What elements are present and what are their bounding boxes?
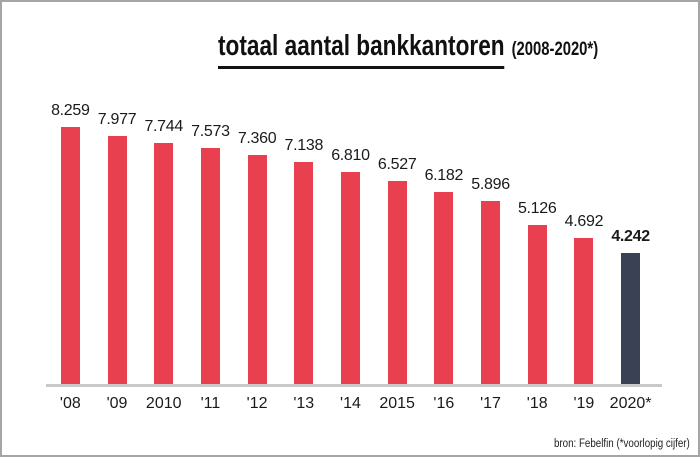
- bar: [294, 162, 314, 385]
- chart-title-block: totaal aantal bankkantoren (2008-2020*): [218, 30, 599, 69]
- bar-value-label: 5.126: [517, 199, 557, 217]
- bar: [527, 224, 547, 385]
- x-axis-label: '11: [200, 395, 221, 412]
- bar: [574, 238, 594, 385]
- bar-column: 4.242: [607, 227, 654, 385]
- bar-value-label: 6.810: [331, 147, 370, 165]
- bar-value-label: 6.527: [377, 156, 417, 174]
- x-axis-label: '18: [526, 395, 548, 412]
- chart-title: totaal aantal bankkantoren: [218, 30, 505, 69]
- bars-container: 8.259 7.977 7.744 7.573 7.360 7.138 6.810 6.527…: [47, 90, 654, 385]
- bar-column: 7.977: [94, 111, 141, 385]
- bar: [387, 181, 407, 385]
- bar-chart: 8.259 7.977 7.744 7.573 7.360 7.138 6.810 6.527…: [46, 90, 662, 412]
- x-axis-label: 2020*: [609, 395, 652, 412]
- bar-value-label: 7.138: [284, 137, 324, 154]
- x-axis-line: [46, 384, 662, 387]
- bar-value-label: 5.896: [471, 175, 510, 193]
- bar-column: 6.810: [327, 147, 374, 385]
- bar-column: 5.126: [514, 200, 561, 385]
- bar: [434, 191, 454, 385]
- bar: [154, 143, 174, 385]
- bar: [621, 252, 641, 385]
- x-axis-label: '17: [480, 395, 501, 412]
- bar-value-label: 7.360: [237, 130, 277, 148]
- chart-subtitle: (2008-2020*): [511, 39, 599, 60]
- bar-column: 5.896: [467, 176, 514, 385]
- x-axis-label: '08: [59, 395, 81, 412]
- bar-value-label: 7.744: [144, 118, 183, 136]
- bar-column: 6.527: [374, 156, 421, 385]
- x-axis-labels: '08 '09 2010 '11 '12 '13 '14 2015 '16 '17 '18 '19 20…: [47, 395, 654, 413]
- x-axis-label: '12: [246, 395, 268, 412]
- bar: [340, 172, 360, 385]
- bar-value-label: 6.182: [424, 166, 464, 184]
- bar: [481, 200, 501, 385]
- bar-column: 7.138: [280, 137, 327, 385]
- x-axis-label: '14: [340, 395, 361, 412]
- bar: [107, 135, 127, 385]
- bar-value-label: 8.259: [51, 102, 90, 119]
- x-axis-label: '09: [106, 395, 128, 412]
- x-axis-label: '13: [293, 395, 315, 412]
- bar: [200, 148, 220, 385]
- source-note: bron: Febelfin (*voorlopig cijfer): [554, 438, 690, 450]
- bar: [60, 127, 80, 385]
- bar-column: 7.573: [187, 123, 234, 385]
- x-axis-label: 2015: [379, 395, 415, 412]
- bar-value-label: 7.573: [191, 123, 230, 141]
- x-axis-label: '16: [433, 395, 455, 412]
- x-axis-label: '19: [573, 395, 595, 412]
- bar-column: 7.360: [234, 130, 281, 385]
- bar-value-label: 7.977: [97, 110, 137, 128]
- bar-column: 8.259: [47, 102, 94, 385]
- bar: [247, 155, 267, 385]
- bar-value-label: 4.692: [564, 213, 604, 231]
- bar-column: 6.182: [421, 167, 468, 385]
- x-axis-label: 2010: [145, 395, 182, 412]
- bar-column: 4.692: [561, 213, 608, 385]
- bar-value-label: 4.242: [611, 227, 650, 245]
- bar-column: 7.744: [140, 118, 187, 385]
